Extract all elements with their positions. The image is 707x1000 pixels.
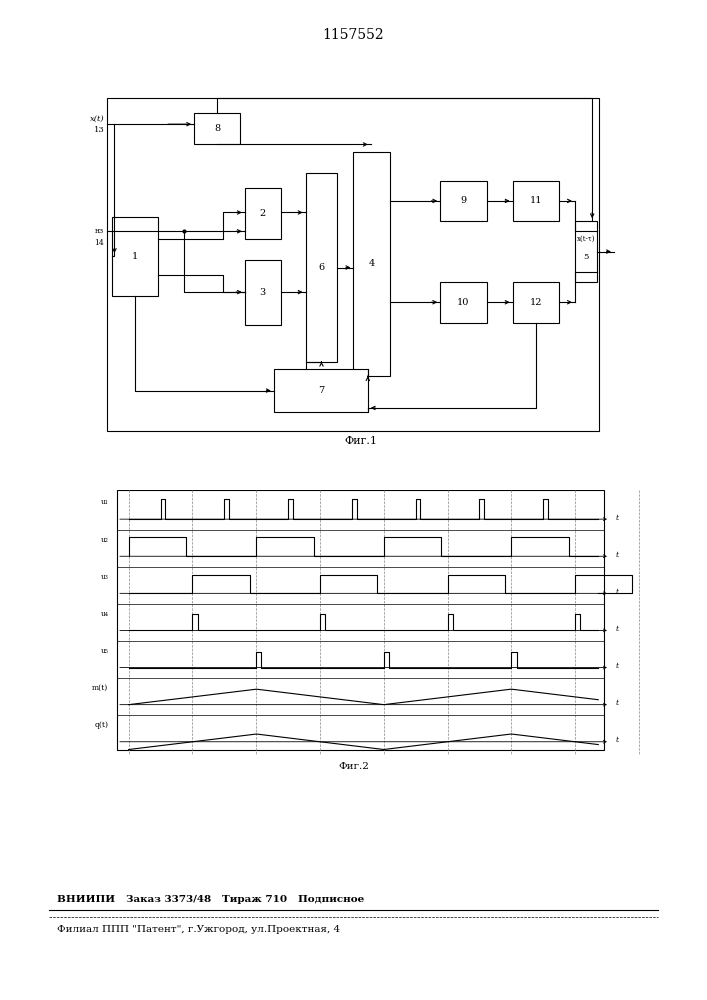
Bar (274, 369, 368, 412)
Text: u₁: u₁ (100, 498, 108, 506)
Text: 13: 13 (93, 126, 105, 134)
Text: Филиал ППП "Патент", г.Ужгород, ул.Проектная, 4: Филиал ППП "Патент", г.Ужгород, ул.Проек… (57, 925, 339, 934)
Text: нз: нз (95, 227, 105, 235)
Text: 11: 11 (530, 196, 542, 205)
Text: 4: 4 (368, 259, 375, 268)
Text: 2: 2 (259, 209, 266, 218)
Bar (575, 221, 597, 282)
Text: 7: 7 (317, 386, 324, 395)
Text: 8: 8 (214, 124, 221, 133)
Text: t: t (616, 662, 619, 670)
Text: q(t): q(t) (94, 721, 108, 729)
Text: 1157552: 1157552 (322, 28, 385, 42)
Text: m(t): m(t) (92, 684, 108, 692)
Bar (440, 181, 486, 221)
Bar (245, 260, 281, 325)
Text: 14: 14 (95, 239, 105, 247)
Bar (245, 188, 281, 239)
Bar (112, 217, 158, 296)
Bar (354, 152, 390, 376)
Text: u₅: u₅ (100, 647, 108, 655)
Text: t: t (616, 551, 619, 559)
Text: u₄: u₄ (100, 610, 108, 618)
Bar (513, 181, 559, 221)
Text: 3: 3 (259, 288, 266, 297)
Text: 6: 6 (318, 263, 325, 272)
Bar (107, 98, 600, 431)
Text: 1: 1 (132, 252, 138, 261)
Text: Фиг.1: Фиг.1 (344, 436, 377, 446)
Text: Фиг.2: Фиг.2 (338, 762, 369, 771)
Text: t: t (616, 736, 619, 744)
Text: 5: 5 (583, 253, 588, 261)
Text: t: t (616, 588, 619, 596)
Text: 12: 12 (530, 298, 542, 307)
Text: t: t (616, 625, 619, 633)
Text: t: t (616, 699, 619, 707)
Text: u₂: u₂ (100, 536, 108, 544)
Text: t: t (616, 514, 619, 522)
Bar (513, 282, 559, 323)
Text: u₃: u₃ (100, 573, 108, 581)
Bar (194, 113, 240, 144)
Bar (305, 173, 337, 362)
Bar (440, 282, 486, 323)
Text: 9: 9 (460, 196, 467, 205)
Text: x(t): x(t) (90, 114, 105, 122)
Text: x(t-τ): x(t-τ) (576, 235, 595, 243)
Bar (117, 490, 604, 750)
Text: 10: 10 (457, 298, 469, 307)
Text: ВНИИПИ   Заказ 3373/48   Тираж 710   Подписное: ВНИИПИ Заказ 3373/48 Тираж 710 Подписное (57, 895, 364, 904)
